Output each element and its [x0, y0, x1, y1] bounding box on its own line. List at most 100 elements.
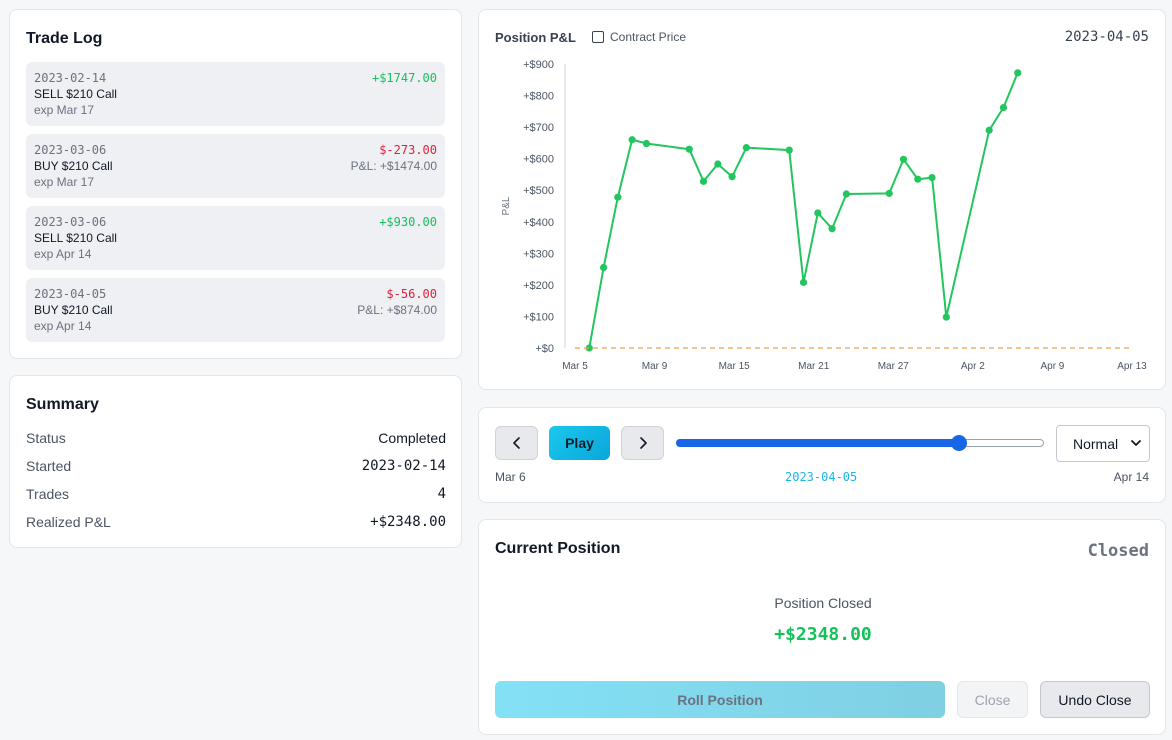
trade-amount: $-273.00	[379, 143, 437, 157]
pnl-data-point	[828, 225, 836, 233]
summary-value: 4	[437, 486, 446, 502]
summary-label: Started	[26, 458, 72, 474]
y-tick-label: +$400	[523, 217, 554, 229]
y-tick-label: +$900	[523, 59, 554, 71]
trade-entry[interactable]: 2023-03-06 BUY $210 Call exp Mar 17 $-27…	[26, 134, 445, 198]
timeline-slider[interactable]	[676, 435, 1044, 451]
pnl-chart-panel: +$0 +$100 +$200 +$300 +$400 +$500 +$600 +$700 +$…	[478, 9, 1166, 390]
pnl-chart: +$0 +$100 +$200 +$300 +$400 +$500 +$600 +$700 +$…	[501, 59, 1147, 372]
x-tick-label: Apr 2	[961, 361, 985, 372]
pnl-data-point	[842, 190, 850, 198]
summary-label: Realized P&L	[26, 514, 111, 530]
pnl-data-point	[585, 344, 593, 352]
contract-price-label: Contract Price	[610, 30, 687, 44]
slider-thumb[interactable]	[950, 435, 967, 451]
speed-select[interactable]: Normal	[1056, 425, 1150, 462]
summary-row-realized-pnl: Realized P&L +$2348.00	[26, 514, 446, 534]
trade-entry[interactable]: 2023-02-14 SELL $210 Call exp Mar 17 +$1…	[26, 62, 445, 126]
summary-row-status: Status Completed	[26, 430, 446, 450]
summary-label: Trades	[26, 486, 70, 502]
pnl-data-point	[799, 278, 808, 286]
pnl-data-point	[814, 209, 822, 217]
y-tick-label: +$200	[523, 280, 554, 292]
play-button[interactable]: Play	[549, 426, 610, 460]
trade-amount: +$1747.00	[371, 71, 437, 85]
x-tick-label: Mar 27	[878, 361, 910, 372]
trade-pnl: P&L: +$874.00	[357, 303, 437, 317]
timeline-start-label: Mar 6	[495, 470, 526, 484]
y-tick-label: +$100	[523, 311, 554, 323]
pnl-data-point	[614, 193, 622, 201]
summary-value: 2023-02-14	[361, 458, 446, 474]
checkbox-icon[interactable]	[592, 31, 604, 43]
trade-expiry: exp Apr 14	[34, 319, 92, 333]
trade-log-panel: Trade Log 2023-02-14 SELL $210 Call exp …	[9, 9, 462, 359]
pnl-data-point	[714, 160, 722, 168]
timeline-current-date: 2023-04-05	[785, 470, 858, 484]
undo-close-button[interactable]: Undo Close	[1040, 681, 1150, 718]
position-status: Closed	[1087, 541, 1149, 561]
pnl-data-point	[885, 189, 893, 197]
trade-action: SELL $210 Call	[34, 87, 117, 101]
x-tick-label: Mar 21	[798, 361, 830, 372]
summary-title: Summary	[26, 396, 99, 413]
summary-row-trades: Trades 4	[26, 486, 446, 506]
chart-date: 2023-04-05	[1064, 29, 1149, 45]
timeline-end-label: Apr 14	[1113, 470, 1149, 484]
y-tick-label: +$500	[523, 185, 554, 197]
trade-action: SELL $210 Call	[34, 231, 117, 245]
playback-panel: Play Normal Mar 6 2023-04-05 Apr 14	[478, 407, 1166, 503]
x-tick-label: Mar 15	[719, 361, 751, 372]
pnl-data-point	[785, 146, 793, 154]
summary-label: Status	[26, 430, 66, 446]
trade-log-title: Trade Log	[26, 30, 103, 47]
pnl-data-point	[685, 145, 693, 153]
position-closed-amount: +$2348.00	[774, 624, 872, 645]
trade-expiry: exp Apr 14	[34, 247, 92, 261]
chart-title: Position P&L	[495, 30, 576, 45]
trade-action: BUY $210 Call	[34, 159, 113, 173]
trade-action: BUY $210 Call	[34, 303, 113, 317]
trade-entry[interactable]: 2023-03-06 SELL $210 Call exp Apr 14 +$9…	[26, 206, 445, 270]
trade-expiry: exp Mar 17	[34, 175, 95, 189]
summary-value: Completed	[378, 430, 446, 446]
pnl-data-point	[928, 174, 936, 182]
trade-amount: $-56.00	[386, 287, 437, 301]
pnl-data-point	[999, 103, 1008, 112]
y-tick-label: +$300	[523, 248, 554, 260]
summary-value: +$2348.00	[370, 514, 446, 530]
x-tick-label: Mar 9	[642, 361, 668, 372]
position-closed-label: Position Closed	[774, 595, 872, 611]
speed-value: Normal	[1073, 435, 1119, 452]
y-tick-label: +$600	[523, 154, 554, 166]
y-tick-label: +$800	[523, 91, 554, 103]
y-tick-label: +$0	[535, 343, 554, 355]
pnl-series-line	[588, 72, 1019, 349]
pnl-data-point	[1014, 69, 1022, 77]
trade-entry[interactable]: 2023-04-05 BUY $210 Call exp Apr 14 $-56…	[26, 278, 445, 342]
pnl-data-point	[942, 313, 950, 321]
y-tick-label: +$700	[523, 122, 554, 134]
close-button[interactable]: Close	[957, 681, 1028, 718]
trade-expiry: exp Mar 17	[34, 103, 95, 117]
step-back-button[interactable]	[495, 426, 538, 460]
roll-position-button[interactable]: Roll Position	[495, 681, 945, 718]
x-tick-label: Apr 9	[1040, 361, 1064, 372]
current-position-panel: Current Position Closed Position Closed …	[478, 519, 1166, 735]
trade-date: 2023-02-14	[34, 71, 107, 85]
pnl-data-point	[699, 177, 708, 185]
pnl-data-point	[599, 263, 608, 272]
pnl-data-point	[642, 139, 651, 148]
pnl-data-point	[899, 155, 908, 163]
contract-price-toggle[interactable]: Contract Price	[592, 30, 686, 44]
trade-pnl: P&L: +$1474.00	[350, 159, 437, 173]
step-forward-button[interactable]	[621, 426, 664, 460]
trade-date: 2023-03-06	[34, 215, 107, 229]
summary-panel: Summary Status Completed Started 2023-02…	[9, 375, 462, 548]
summary-row-started: Started 2023-02-14	[26, 458, 446, 478]
chevron-left-icon	[512, 437, 520, 449]
trade-date: 2023-03-06	[34, 143, 107, 157]
pnl-data-point	[985, 126, 993, 134]
slider-fill	[676, 439, 959, 447]
chevron-right-icon	[639, 437, 647, 449]
